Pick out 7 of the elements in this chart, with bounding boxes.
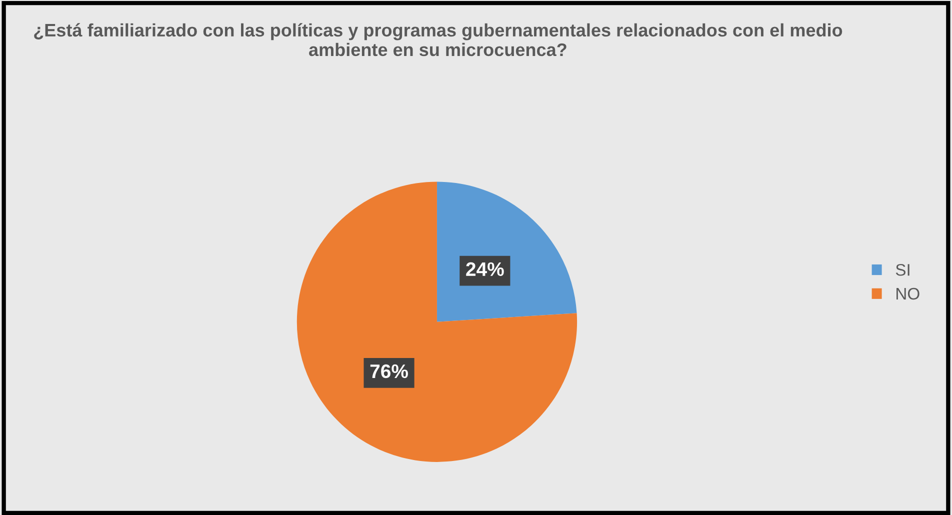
pie-slice <box>436 182 577 322</box>
legend-label: SI <box>896 264 910 276</box>
data-label: 24% <box>466 262 504 276</box>
legend-label: NO <box>896 288 920 300</box>
pie-slice <box>296 182 578 462</box>
chart-title: ¿Está familiarizado con las políticas y programas gubernamentales relacionados con el medio ambiente en su microcuenca? <box>34 23 842 56</box>
data-label: 76% <box>370 364 408 378</box>
